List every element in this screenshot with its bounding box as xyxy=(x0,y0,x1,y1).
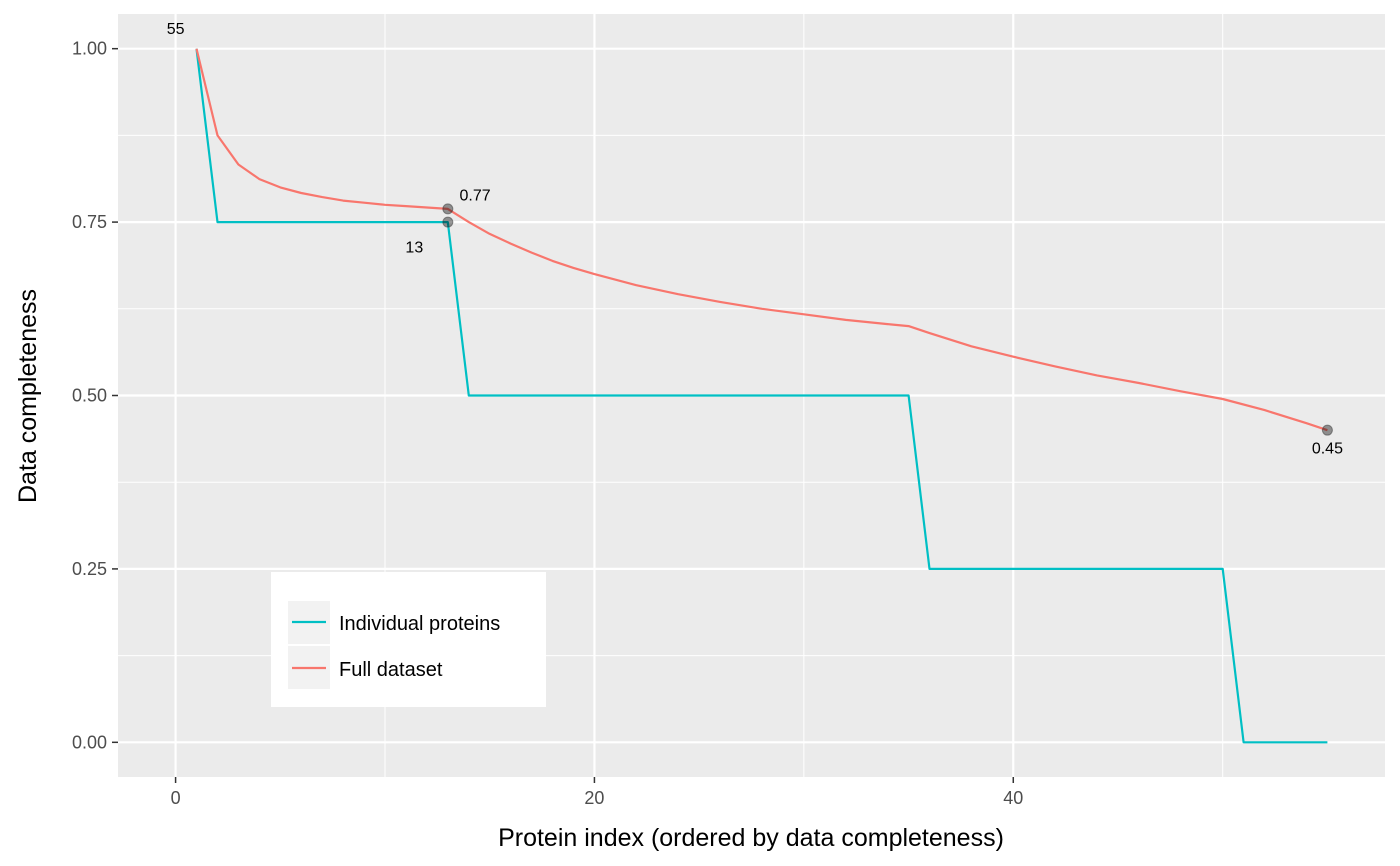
y-tick-label: 0.00 xyxy=(72,732,107,752)
annotation-label: 0.77 xyxy=(459,187,490,204)
annotation-label: 55 xyxy=(167,21,185,38)
legend: Individual proteins Full dataset xyxy=(271,572,546,707)
highlight-point xyxy=(442,203,454,215)
y-tick-label: 1.00 xyxy=(72,39,107,59)
annotation-label: 13 xyxy=(405,239,423,256)
x-axis-title: Protein index (ordered by data completen… xyxy=(498,824,1004,852)
y-tick-label: 0.75 xyxy=(72,212,107,232)
x-tick-label: 40 xyxy=(1003,788,1023,808)
x-tick-label: 0 xyxy=(171,788,181,808)
y-tick-label: 0.50 xyxy=(72,386,107,406)
legend-label-individual: Individual proteins xyxy=(339,613,500,635)
highlight-point xyxy=(442,216,454,228)
y-tick-label: 0.25 xyxy=(72,559,107,579)
highlight-point xyxy=(1321,424,1333,436)
annotation-label: 0.45 xyxy=(1312,441,1343,458)
legend-label-full: Full dataset xyxy=(339,659,443,681)
y-axis: 0.00 0.25 0.50 0.75 1.00 xyxy=(72,39,118,752)
annotations: 55 0.77 13 0.45 xyxy=(167,21,1343,458)
series-lines xyxy=(195,48,1328,744)
major-gridlines xyxy=(118,14,1385,777)
highlight-points xyxy=(442,203,1333,436)
series-line-individual-proteins xyxy=(195,48,1328,744)
x-tick-label: 20 xyxy=(584,788,604,808)
y-axis-title: Data completeness xyxy=(14,289,42,503)
series-line-full-dataset xyxy=(195,48,1328,432)
x-axis: 0 20 40 xyxy=(171,777,1023,808)
